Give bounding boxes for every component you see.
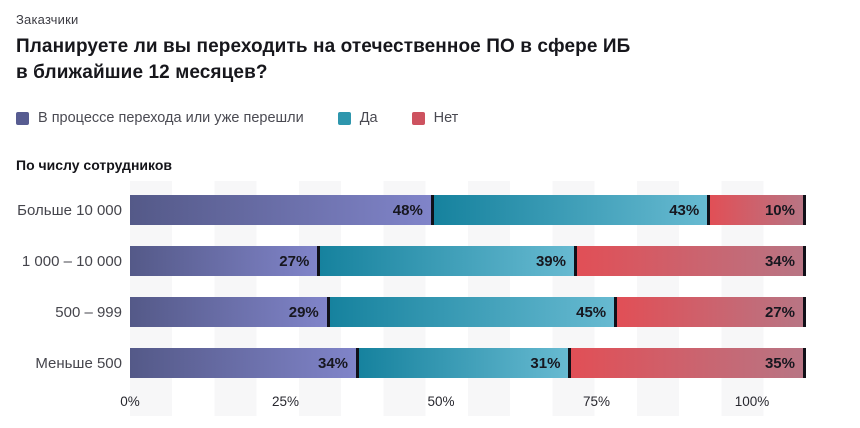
bar-segment-series1: 39% bbox=[320, 246, 577, 276]
bar-track: 48% 43% 10% bbox=[130, 195, 806, 225]
chart-row: Меньше 500 34% 31% 35% bbox=[16, 348, 806, 378]
segment-value-label: 35% bbox=[764, 354, 795, 372]
segment-value-label: 34% bbox=[317, 354, 349, 372]
chart-row: 1 000 – 10 000 27% 39% 34% bbox=[16, 246, 806, 276]
legend-swatch-icon bbox=[16, 111, 29, 125]
bar-segment-series2: 10% bbox=[710, 195, 806, 225]
chart-row: Больше 10 000 48% 43% 10% bbox=[16, 195, 806, 225]
bar-segment-series0: 27% bbox=[130, 246, 321, 276]
segment-value-label: 31% bbox=[530, 354, 561, 372]
segment-value-label: 27% bbox=[279, 252, 310, 270]
bar-segment-series1: 45% bbox=[329, 297, 618, 327]
legend-swatch-icon bbox=[337, 111, 351, 125]
bar-segment-series1: 31% bbox=[359, 348, 572, 378]
chart-title: Планируете ли вы переходить на отечестве… bbox=[16, 34, 860, 86]
chart-legend: В процессе перехода или уже перешли Да Нет bbox=[16, 110, 860, 126]
legend-item-2: Нет bbox=[411, 110, 459, 126]
section-label: По числу сотрудников bbox=[16, 157, 172, 173]
bar-segment-series2: 27% bbox=[617, 297, 806, 327]
legend-label: В процессе перехода или уже перешли bbox=[38, 110, 304, 126]
x-axis: 0% 25% 50% 75% 100% bbox=[120, 394, 769, 410]
bar-segment-series0: 29% bbox=[130, 297, 330, 327]
segment-value-label: 34% bbox=[764, 252, 795, 270]
x-axis-tick: 50% bbox=[427, 394, 455, 409]
row-label: 1 000 – 10 000 bbox=[21, 252, 122, 270]
chart-rows: Больше 10 000 48% 43% 10% 1 000 – 10 000 27% 3… bbox=[16, 195, 806, 378]
row-label: Меньше 500 bbox=[35, 354, 122, 372]
bar-track: 34% 31% 35% bbox=[130, 348, 806, 378]
bar-track: 29% 45% 27% bbox=[130, 297, 806, 327]
x-axis-tick: 100% bbox=[734, 394, 770, 409]
bar-segment-series0: 34% bbox=[130, 348, 360, 378]
legend-item-0: В процессе перехода или уже перешли bbox=[16, 110, 304, 126]
legend-label: Да bbox=[359, 110, 378, 126]
legend-swatch-icon bbox=[411, 111, 425, 125]
row-label: 500 – 999 bbox=[55, 303, 122, 321]
stacked-bar-chart: Больше 10 000 48% 43% 10% 1 000 – 10 000 27% 3… bbox=[16, 181, 860, 416]
segment-value-label: 48% bbox=[392, 201, 423, 219]
bar-segment-series1: 43% bbox=[433, 195, 711, 225]
x-axis-tick: 75% bbox=[582, 394, 611, 409]
x-axis-tick: 25% bbox=[271, 394, 300, 409]
segment-value-label: 29% bbox=[288, 303, 319, 321]
chart-title-line2: в ближайшие 12 месяцев? bbox=[16, 62, 268, 83]
eyebrow-label: Заказчики bbox=[16, 12, 79, 27]
chart-row: 500 – 999 29% 45% 27% bbox=[16, 297, 806, 327]
legend-item-1: Да bbox=[337, 110, 378, 126]
segment-value-label: 45% bbox=[576, 303, 607, 321]
segment-value-label: 43% bbox=[669, 201, 700, 219]
x-axis-tick: 0% bbox=[120, 394, 140, 409]
bar-segment-series2: 35% bbox=[571, 348, 806, 378]
bar-segment-series2: 34% bbox=[576, 246, 806, 276]
segment-value-label: 10% bbox=[764, 201, 795, 219]
legend-label: Нет bbox=[433, 110, 459, 126]
bar-track: 27% 39% 34% bbox=[130, 246, 806, 276]
segment-value-label: 27% bbox=[764, 303, 795, 321]
segment-value-label: 39% bbox=[535, 252, 566, 270]
chart-title-line1: Планируете ли вы переходить на отечестве… bbox=[16, 36, 631, 57]
bar-segment-series0: 48% bbox=[130, 195, 434, 225]
row-label: Больше 10 000 bbox=[17, 201, 122, 219]
